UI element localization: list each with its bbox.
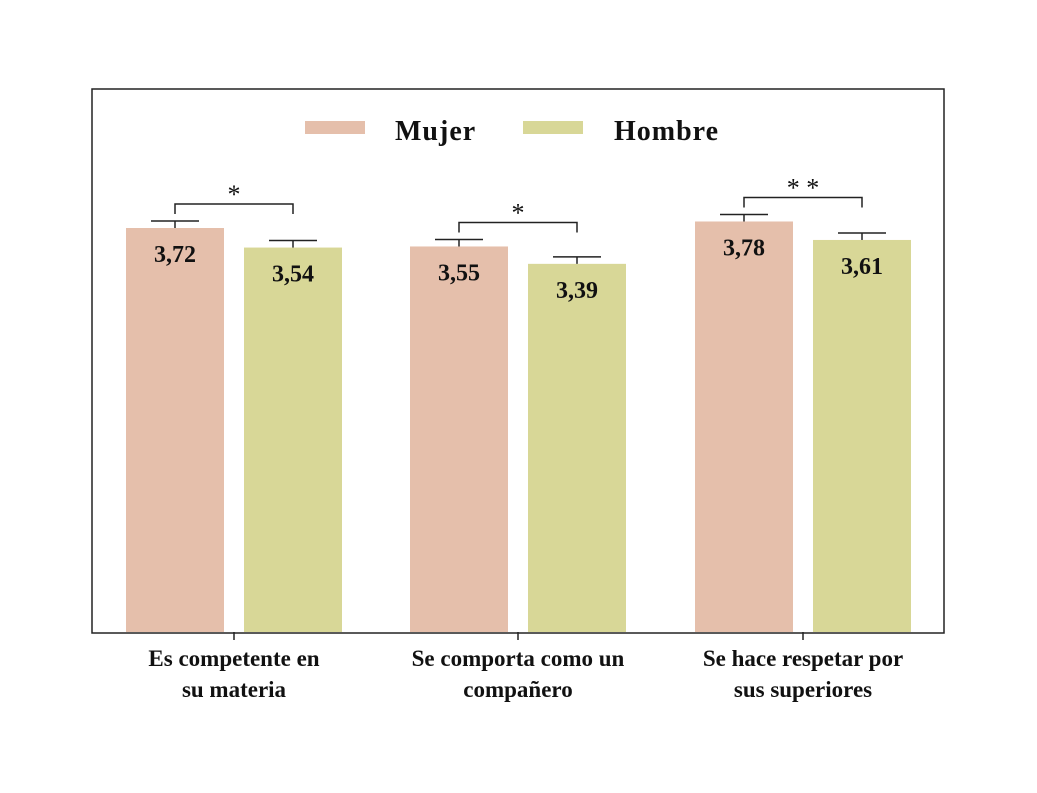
bracket-line (458, 221, 578, 233)
significance-marker-2: * * (787, 173, 820, 202)
data-label-hombre-0: 3,54 (272, 262, 314, 288)
error-bar-mujer-1 (435, 238, 483, 247)
data-label-mujer-0: 3,72 (154, 242, 196, 268)
x-axis: Es competente en su materia Se comporta co… (148, 632, 903, 702)
error-bar-hombre-0 (269, 239, 317, 248)
data-label-mujer-1: 3,55 (438, 260, 480, 286)
legend-swatch-mujer (305, 121, 365, 134)
data-label-hombre-2: 3,61 (841, 254, 883, 280)
x-tick-label-1: Se comporta como un compañero (412, 646, 625, 702)
x-tick-label-2: Se hace respetar por sus superiores (703, 646, 903, 702)
legend-swatch-hombre (523, 121, 583, 134)
error-bar-hombre-1 (553, 256, 601, 264)
x-tick-label-line: Se hace respetar por (703, 646, 903, 671)
bracket-line (743, 196, 863, 208)
bar-hombre-1 (528, 263, 626, 632)
bar-mujer-1 (410, 246, 508, 632)
significance-bracket-2 (743, 196, 863, 208)
significance-bracket-0 (174, 203, 294, 215)
legend-label-hombre: Hombre (614, 116, 719, 147)
legend-label-mujer: Mujer (395, 116, 476, 147)
x-tick-label-0: Es competente en su materia (148, 646, 319, 702)
error-bar-mujer-0 (151, 220, 199, 229)
x-tick-label-line: Es competente en (148, 646, 319, 671)
bar-hombre-2 (813, 239, 911, 633)
bars-layer: 3,72 3,54 * 3,55 3,39 * 3,78 3,61 * * (126, 173, 911, 633)
x-tick-label-line: Se comporta como un (412, 646, 625, 671)
data-label-hombre-1: 3,39 (556, 278, 598, 304)
bar-mujer-2 (695, 221, 793, 632)
legend: Mujer Hombre (305, 116, 719, 147)
significance-marker-0: * (228, 180, 241, 209)
significance-marker-1: * (512, 198, 525, 227)
significance-bracket-1 (458, 221, 578, 233)
bracket-line (174, 203, 294, 215)
x-tick-label-line: su materia (182, 677, 287, 702)
data-label-mujer-2: 3,78 (723, 235, 765, 261)
bar-mujer-0 (126, 228, 224, 632)
bar-hombre-0 (244, 247, 342, 632)
x-tick-label-line: sus superiores (734, 677, 872, 702)
error-bar-hombre-2 (838, 232, 886, 240)
x-tick-label-line: compañero (463, 677, 572, 702)
error-bar-mujer-2 (720, 213, 768, 222)
